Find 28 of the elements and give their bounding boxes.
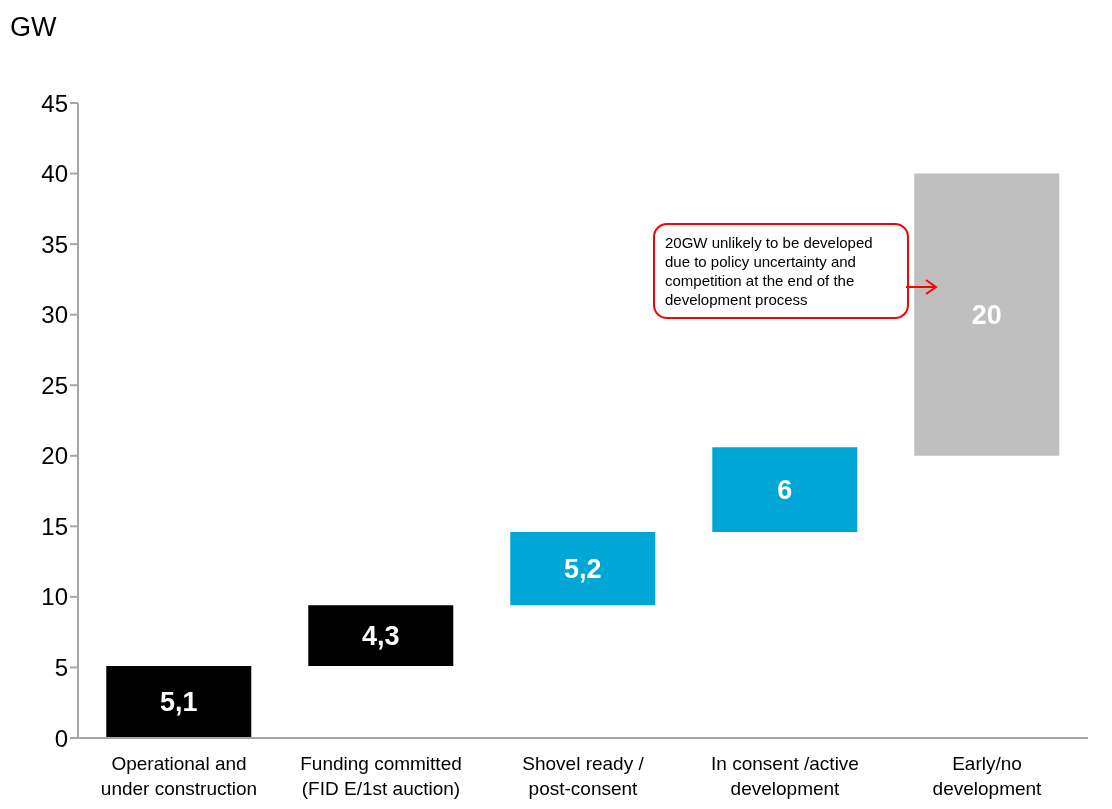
callout-box: 20GW unlikely to be developed due to policy uncertainty and competition at the end of the development process (653, 223, 909, 319)
y-tick-label: 40 (41, 160, 68, 188)
x-tick-label: Operational and under construction (100, 753, 258, 799)
y-tick-label: 10 (41, 583, 68, 611)
y-tick-label: 5 (54, 653, 68, 681)
bar (106, 666, 252, 738)
data-label: 5,2 (564, 553, 602, 584)
annotation: 20GW unlikely to be developed due to policy uncertainty and competition at the end of the development process (665, 233, 874, 309)
y-axis-title: GW (10, 12, 57, 43)
y-tick-label: 25 (41, 371, 68, 399)
data-label: 4,3 (362, 620, 400, 651)
x-tick-label: Early/no development (932, 753, 1043, 799)
x-tick-label: In consent /active development (711, 753, 859, 799)
y-tick-label: 30 (41, 301, 68, 329)
bar (308, 605, 454, 667)
x-tick-label: Funding committed (FID E/1st auction) (300, 753, 462, 799)
bar (712, 447, 858, 532)
data-label: 6 (777, 474, 793, 505)
x-tick-label: Shovel ready / post-consent (522, 753, 645, 799)
y-tick-label: 15 (41, 512, 68, 540)
bar (510, 531, 656, 606)
bar (914, 173, 1060, 456)
data-label: 5,1 (160, 687, 198, 718)
y-tick-label: 20 (41, 442, 68, 470)
y-tick-label: 45 (41, 89, 68, 117)
data-label: 20 (971, 299, 1002, 330)
y-tick-label: 35 (41, 230, 68, 258)
y-tick-label: 0 (54, 724, 68, 752)
